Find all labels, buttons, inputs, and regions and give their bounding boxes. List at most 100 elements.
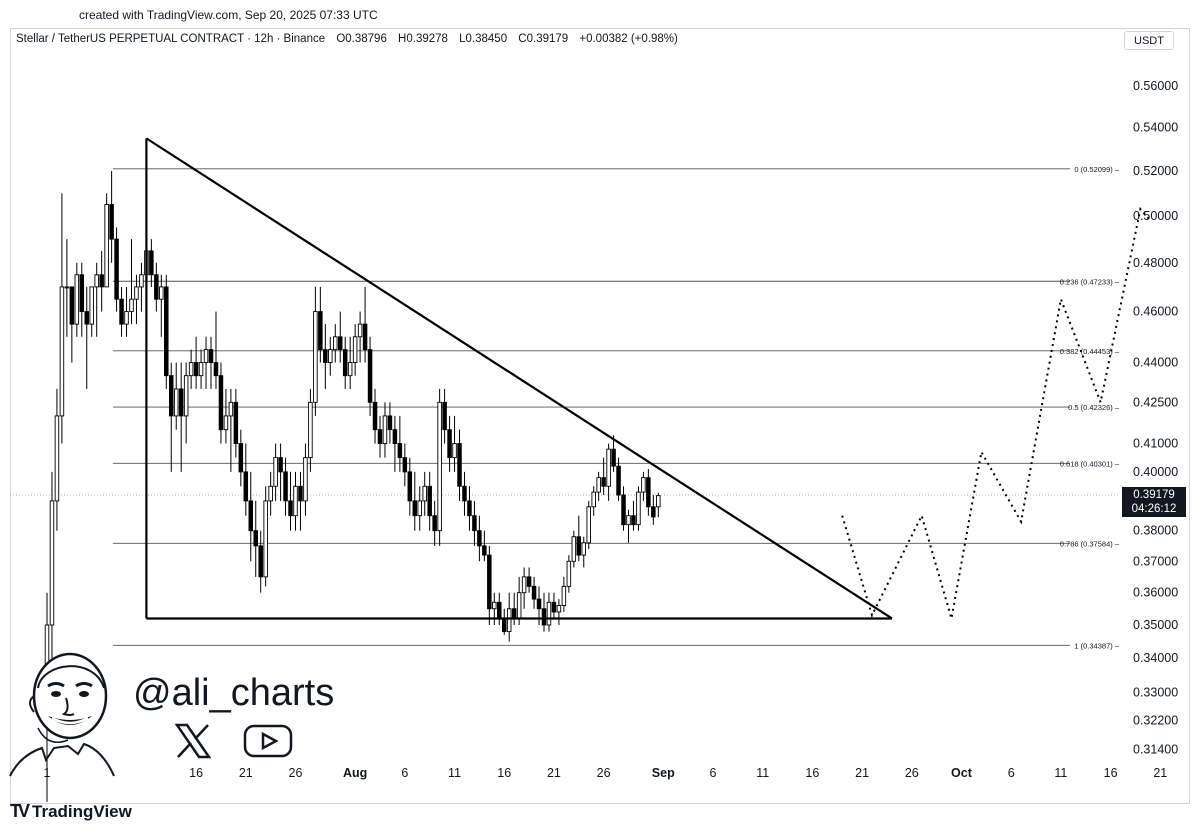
- candle-body: [497, 601, 502, 619]
- candle-body: [372, 401, 378, 431]
- open-value: O0.38796: [336, 33, 387, 45]
- candle-body: [576, 536, 582, 556]
- candle-body: [342, 349, 348, 377]
- candle-body: [278, 457, 283, 473]
- candle-body: [581, 542, 587, 556]
- bar-countdown: 04:26:12: [1131, 503, 1177, 515]
- candle-body: [124, 311, 129, 325]
- fib-level-label: 0.236 (0.47233) –: [1060, 277, 1120, 286]
- candle-body: [546, 601, 552, 626]
- candle-body: [268, 485, 273, 502]
- candle-body: [129, 298, 134, 313]
- candle-body: [377, 429, 383, 444]
- candle-body: [531, 585, 537, 600]
- tradingview-logo-icon: TV: [10, 801, 30, 821]
- triangle-resistance-line[interactable]: [145, 137, 893, 620]
- fib-level-label: 0.382 (0.44453) –: [1060, 347, 1120, 356]
- youtube-icon[interactable]: [243, 723, 293, 759]
- candle-body: [303, 457, 308, 502]
- candle-body: [159, 286, 164, 300]
- candle-body: [641, 477, 646, 493]
- fib-level-label: 0.618 (0.40301) –: [1060, 459, 1120, 468]
- candle-body: [203, 349, 209, 364]
- y-tick-label: 0.35000: [1133, 618, 1178, 632]
- triangle-pattern[interactable]: [145, 137, 893, 620]
- last-price-tag: 0.39179 04:26:12: [1122, 487, 1186, 517]
- candle-body: [263, 500, 268, 578]
- candle-body: [571, 536, 577, 562]
- candle-body: [283, 471, 288, 502]
- candle-body: [656, 495, 661, 508]
- candle-body: [516, 592, 522, 619]
- tradingview-brand[interactable]: TV TradingView: [10, 801, 132, 822]
- candle-body: [213, 362, 219, 377]
- candle-body: [382, 415, 388, 444]
- candle-body: [536, 598, 542, 610]
- candle-body: [89, 286, 94, 325]
- fib-retracement[interactable]: 0 (0.52099) – 0.236 (0.47233) – 0.382 (0.4…: [113, 165, 1120, 650]
- candle-body: [566, 560, 572, 587]
- candle-body: [69, 286, 75, 325]
- x-tick-label: 6: [401, 766, 408, 780]
- candle-body: [556, 605, 562, 613]
- x-tick-label: 16: [805, 766, 819, 780]
- candle-body: [188, 362, 194, 377]
- x-tick-label: 11: [756, 766, 769, 780]
- candle-body: [119, 298, 124, 325]
- x-tick-label: 16: [189, 766, 203, 780]
- candle-body: [477, 530, 482, 547]
- currency-button[interactable]: USDT: [1124, 31, 1174, 50]
- x-social-icon[interactable]: [173, 723, 213, 759]
- x-axis: 1162126Aug611162126Sep611162126Oct611162…: [44, 766, 1168, 780]
- chart-frame: [10, 28, 1190, 804]
- y-tick-label: 0.48000: [1133, 256, 1178, 270]
- candle-body: [64, 286, 70, 289]
- y-tick-label: 0.44000: [1133, 356, 1178, 370]
- y-tick-label: 0.36000: [1133, 586, 1178, 600]
- candle-body: [178, 388, 184, 417]
- y-tick-label: 0.40000: [1133, 465, 1178, 479]
- candle-body: [412, 500, 418, 517]
- candle-body: [218, 375, 224, 431]
- candle-body: [621, 494, 626, 526]
- brand-name: TradingView: [32, 801, 132, 821]
- candle-body: [422, 485, 427, 502]
- candle-body: [173, 388, 179, 417]
- candle-body: [313, 311, 318, 403]
- avatar-logo: [9, 652, 115, 777]
- candle-body: [164, 286, 169, 377]
- projection-path[interactable]: [841, 206, 1152, 619]
- candle-body: [333, 336, 338, 351]
- candle-body: [462, 485, 467, 502]
- candle-body: [492, 601, 497, 610]
- candle-body: [611, 448, 616, 467]
- x-tick-label: 16: [497, 766, 511, 780]
- candle-body: [511, 608, 517, 619]
- y-tick-label: 0.52000: [1133, 164, 1178, 178]
- candle-body: [427, 485, 432, 517]
- candle-body: [347, 362, 353, 377]
- candle-body: [357, 323, 363, 338]
- candle-body: [298, 485, 303, 502]
- x-tick-label: Oct: [951, 766, 973, 780]
- x-tick-label: 11: [1054, 766, 1067, 780]
- candle-body: [74, 274, 80, 325]
- candle-body: [233, 401, 239, 444]
- candle-body: [114, 238, 119, 300]
- candle-body: [183, 375, 189, 417]
- symbol-title[interactable]: Stellar / TetherUS PERPETUAL CONTRACT · …: [16, 33, 326, 45]
- y-tick-label: 0.34000: [1133, 651, 1178, 665]
- candle-body: [586, 506, 591, 544]
- candle-body: [94, 274, 99, 288]
- candle-body: [104, 204, 109, 288]
- candle-body: [402, 457, 408, 473]
- candle-body: [258, 545, 263, 578]
- y-tick-label: 0.46000: [1133, 305, 1178, 319]
- candle-body: [308, 401, 313, 459]
- projection-dotted-line[interactable]: [841, 206, 1152, 619]
- candles: [44, 170, 661, 802]
- candle-body: [362, 323, 368, 351]
- x-tick-label: 21: [239, 766, 253, 780]
- candle-body: [432, 515, 437, 532]
